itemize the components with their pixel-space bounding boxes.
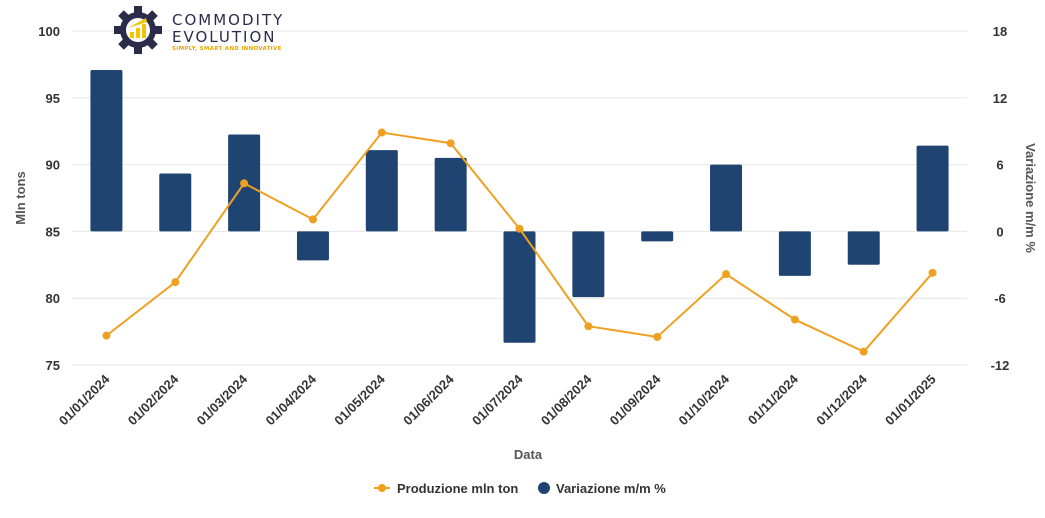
y-tick-label: 75	[46, 358, 60, 373]
line-point[interactable]	[515, 224, 524, 233]
legend-line-marker	[378, 484, 386, 492]
legend-item-line[interactable]: Produzione mln ton	[374, 481, 518, 496]
y-tick-label: 95	[46, 91, 60, 106]
x-tick-label: 01/01/2025	[882, 372, 939, 429]
legend[interactable]: Produzione mln ton Variazione m/m %	[374, 481, 666, 496]
y2-tick-label: 12	[993, 91, 1007, 106]
bar[interactable]	[641, 231, 674, 242]
x-tick-label: 01/10/2024	[676, 371, 733, 428]
line-series	[102, 128, 937, 356]
x-axis-title: Data	[514, 447, 543, 462]
x-tick-label: 01/07/2024	[469, 371, 526, 428]
line-point[interactable]	[928, 268, 937, 277]
logo-tagline: SIMPLY, SMART AND INNOVATIVE	[172, 46, 282, 52]
bar[interactable]	[847, 231, 880, 265]
line-point[interactable]	[102, 331, 111, 340]
y-tick-label: 80	[46, 291, 60, 306]
line-point[interactable]	[240, 179, 249, 188]
y2-tick-label: 6	[996, 158, 1003, 173]
y-axis-title: Mln tons	[13, 171, 28, 224]
line-point[interactable]	[722, 270, 731, 279]
x-tick-label: 01/01/2024	[56, 371, 113, 428]
y-tick-label: 85	[46, 224, 60, 239]
line-point[interactable]	[653, 332, 662, 341]
x-tick-label: 01/11/2024	[745, 371, 802, 428]
x-tick-label: 01/05/2024	[331, 371, 388, 428]
logo-line2: EVOLUTION	[172, 28, 276, 46]
bar[interactable]	[503, 231, 536, 343]
x-tick-label: 01/02/2024	[125, 371, 182, 428]
bar[interactable]	[434, 157, 467, 232]
left-axis-ticks: 75 80 85 90 95 100	[38, 24, 60, 373]
bar[interactable]	[159, 173, 192, 232]
y2-tick-label: -12	[991, 358, 1010, 373]
bar[interactable]	[572, 231, 605, 298]
line-point[interactable]	[377, 128, 386, 137]
x-tick-label: 01/04/2024	[262, 371, 319, 428]
bar[interactable]	[710, 164, 743, 232]
logo-line1: COMMODITY	[172, 11, 284, 29]
y-tick-label: 90	[46, 158, 60, 173]
bar[interactable]	[916, 145, 949, 232]
gear-icon	[114, 6, 162, 54]
line-point[interactable]	[790, 315, 799, 324]
x-tick-label: 01/12/2024	[813, 371, 870, 428]
x-axis-ticks: 01/01/2024 01/02/2024 01/03/2024 01/04/2024…	[56, 371, 939, 428]
bar-series	[90, 69, 949, 343]
line-point[interactable]	[584, 322, 593, 331]
line-point[interactable]	[446, 139, 455, 148]
bar[interactable]	[365, 150, 398, 232]
y-tick-label: 100	[38, 24, 60, 39]
y2-tick-label: -6	[994, 291, 1006, 306]
x-tick-label: 01/03/2024	[194, 371, 251, 428]
line-point[interactable]	[308, 215, 317, 224]
y2-tick-label: 0	[996, 224, 1003, 239]
line-point[interactable]	[859, 347, 868, 356]
line-point[interactable]	[171, 278, 180, 287]
legend-label-line: Produzione mln ton	[397, 481, 518, 496]
logo: COMMODITY EVOLUTION SIMPLY, SMART AND IN…	[114, 6, 284, 54]
bar[interactable]	[90, 69, 123, 232]
y2-tick-label: 18	[993, 24, 1007, 39]
legend-label-bar: Variazione m/m %	[556, 481, 666, 496]
legend-bar-marker	[538, 482, 550, 494]
bar[interactable]	[296, 231, 329, 261]
x-tick-label: 01/08/2024	[538, 371, 595, 428]
y2-axis-title: Variazione m/m %	[1023, 143, 1038, 253]
x-tick-label: 01/09/2024	[607, 371, 664, 428]
bar[interactable]	[778, 231, 811, 276]
right-axis-ticks: -12 -6 0 6 12 18	[991, 24, 1010, 373]
x-tick-label: 01/06/2024	[400, 371, 457, 428]
legend-item-bar[interactable]: Variazione m/m %	[538, 481, 666, 496]
